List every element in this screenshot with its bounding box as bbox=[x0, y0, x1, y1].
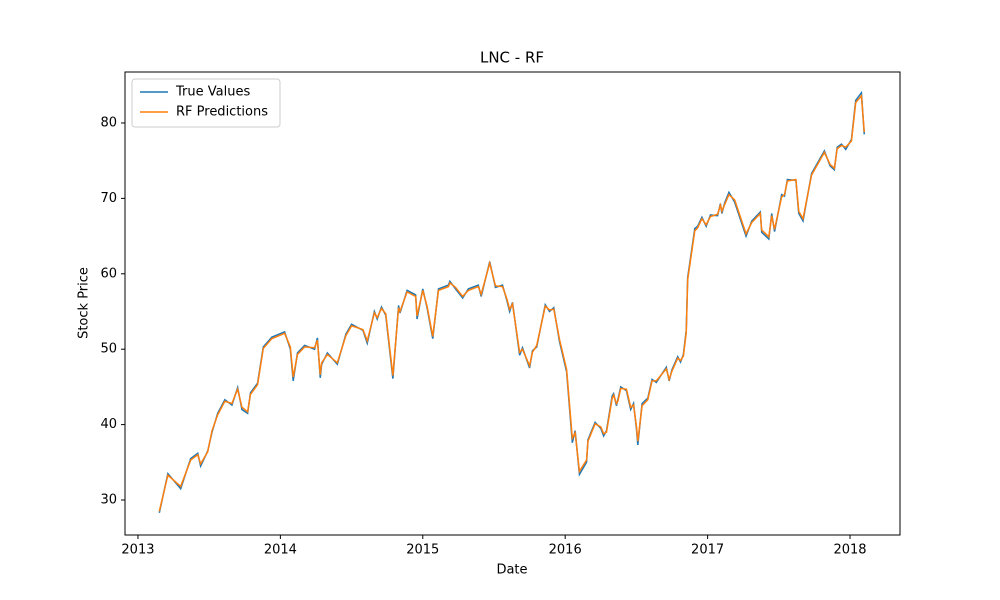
y-tick-label: 30 bbox=[100, 493, 117, 508]
x-tick-label: 2015 bbox=[406, 543, 439, 558]
y-axis-label: Stock Price bbox=[77, 267, 92, 339]
x-tick-label: 2018 bbox=[833, 543, 866, 558]
legend-label: RF Predictions bbox=[176, 105, 268, 120]
legend-label: True Values bbox=[175, 85, 250, 100]
y-tick-label: 40 bbox=[100, 417, 117, 432]
plot-frame bbox=[124, 71, 901, 536]
y-tick-label: 80 bbox=[100, 115, 117, 130]
chart-title: LNC - RF bbox=[480, 49, 544, 67]
y-tick-label: 50 bbox=[100, 342, 117, 357]
y-tick-label: 70 bbox=[100, 191, 117, 206]
x-tick-label: 2013 bbox=[121, 543, 154, 558]
series-line bbox=[158, 93, 865, 512]
y-tick-label: 60 bbox=[100, 266, 117, 281]
x-axis-label: Date bbox=[496, 563, 527, 578]
x-tick-label: 2017 bbox=[691, 543, 724, 558]
legend-box bbox=[131, 78, 281, 128]
series-line bbox=[158, 90, 865, 513]
x-tick-label: 2016 bbox=[549, 543, 582, 558]
x-tick-label: 2014 bbox=[264, 543, 297, 558]
